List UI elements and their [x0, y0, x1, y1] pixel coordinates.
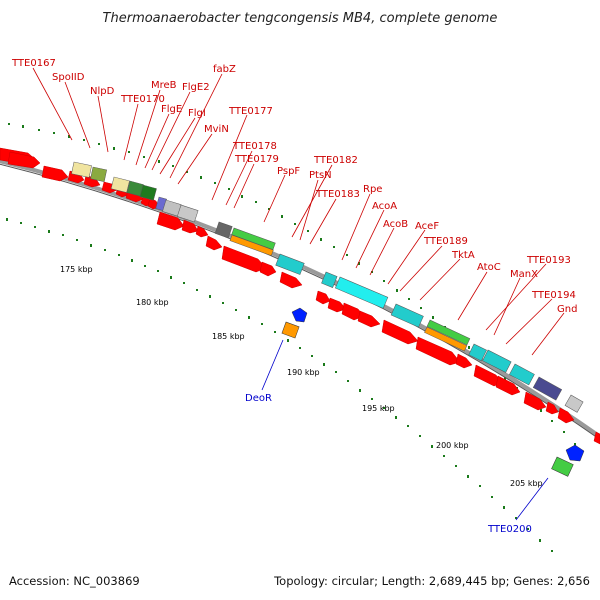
gene-label[interactable]: FlgE2: [182, 82, 210, 93]
kbp-label: 180 kbp: [136, 298, 169, 307]
gene-label[interactable]: NlpD: [90, 86, 115, 97]
gene-arrow[interactable]: [495, 375, 521, 396]
gene-arrow[interactable]: [381, 319, 419, 345]
gene-box[interactable]: [71, 161, 92, 178]
kbp-label: 175 kbp: [60, 265, 93, 274]
gene-arrow[interactable]: [557, 407, 575, 424]
gene-box[interactable]: [229, 234, 274, 257]
genome-backbone: [0, 159, 600, 441]
blue-gene[interactable]: [565, 444, 585, 462]
kbp-label: 195 kbp: [362, 404, 395, 413]
gene-box[interactable]: [214, 221, 233, 239]
gene-box[interactable]: [176, 204, 199, 223]
gene-box[interactable]: [564, 394, 584, 413]
gene-label-deor[interactable]: DeoR: [245, 393, 272, 404]
gene-box[interactable]: [468, 343, 487, 362]
leader-lines-blue: [261, 339, 549, 521]
gene-label[interactable]: SpoIID: [52, 72, 85, 83]
gene-arrow[interactable]: [7, 151, 41, 169]
tte0200-gene[interactable]: [551, 456, 574, 477]
gene-arrow[interactable]: [205, 235, 223, 251]
gene-box[interactable]: [275, 253, 305, 275]
kbp-label: 205 kbp: [510, 479, 543, 488]
gene-label[interactable]: PspF: [277, 166, 300, 177]
gene-arrow[interactable]: [593, 431, 600, 445]
kbp-label: 200 kbp: [436, 441, 469, 450]
gene-arrow[interactable]: [315, 290, 331, 305]
gene-arrow[interactable]: [455, 353, 473, 369]
gene-arrow[interactable]: [181, 219, 199, 234]
gene-label[interactable]: MviN: [204, 124, 229, 135]
gene-arrow[interactable]: [357, 310, 381, 328]
gene-box[interactable]: [426, 319, 471, 346]
genome-title: Thermoanaerobacter tengcongensis MB4, co…: [103, 11, 498, 26]
topology-text: Topology: circular; Length: 2,689,445 bp…: [274, 574, 590, 588]
gene-label[interactable]: Gnd: [557, 304, 577, 315]
feature-boxes: [71, 161, 584, 413]
gene-box[interactable]: [482, 349, 512, 373]
gene-label[interactable]: TTE0182: [313, 155, 358, 166]
isolated-genes: [281, 307, 585, 477]
gene-label[interactable]: PtsN: [309, 170, 332, 181]
deor-gene[interactable]: [291, 307, 308, 323]
gene-label[interactable]: MreB: [151, 80, 177, 91]
gene-label[interactable]: TTE0179: [234, 154, 279, 165]
gene-label[interactable]: TTE0170: [120, 94, 165, 105]
leader-lines: [32, 67, 565, 356]
gene-box[interactable]: [532, 376, 563, 401]
gene-label[interactable]: AcoB: [383, 219, 408, 230]
gene-box[interactable]: [424, 326, 468, 352]
gene-box[interactable]: [110, 176, 130, 193]
accession-text: Accession: NC_003869: [9, 574, 140, 588]
gene-arrow[interactable]: [259, 261, 277, 277]
gene-label[interactable]: AceF: [415, 221, 439, 232]
gene-labels-blue: DeoR TTE0200: [245, 393, 532, 535]
gene-labels: TTE0167 SpoIID NlpD TTE0170 MreB FlgE2 F…: [11, 58, 577, 315]
gene-label[interactable]: TTE0178: [232, 141, 277, 152]
gene-arrow[interactable]: [156, 211, 185, 231]
kbp-scale: 175 kbp 180 kbp 185 kbp 190 kbp 195 kbp …: [60, 265, 543, 488]
gene-label[interactable]: TTE0194: [531, 290, 576, 301]
gene-label[interactable]: Rpe: [363, 184, 382, 195]
gene-arrow[interactable]: [545, 401, 559, 415]
gene-label[interactable]: TTE0177: [228, 106, 273, 117]
gene-label[interactable]: ManX: [510, 269, 538, 280]
gene-arrow[interactable]: [415, 336, 461, 366]
gene-label[interactable]: FlgE: [161, 104, 182, 115]
gene-label[interactable]: AtoC: [477, 262, 501, 273]
gene-label[interactable]: TTE0183: [315, 189, 360, 200]
orange-gene-box[interactable]: [281, 321, 300, 339]
gene-label[interactable]: TktA: [451, 250, 475, 261]
gene-box[interactable]: [90, 166, 107, 182]
gene-arrow[interactable]: [101, 181, 118, 194]
gene-label[interactable]: TTE0167: [11, 58, 56, 69]
gene-box[interactable]: [231, 227, 276, 250]
gene-arrow[interactable]: [327, 297, 347, 313]
gene-label[interactable]: FlgI: [188, 108, 206, 119]
kbp-label: 185 kbp: [212, 332, 245, 341]
gene-box[interactable]: [334, 276, 389, 309]
gene-label[interactable]: TTE0189: [423, 236, 468, 247]
gene-box[interactable]: [321, 271, 338, 288]
gene-box[interactable]: [390, 303, 424, 328]
gene-label[interactable]: AcoA: [372, 201, 397, 212]
inner-tick-track: [6, 218, 553, 552]
gene-label-tte0200[interactable]: TTE0200: [487, 524, 532, 535]
gene-arrow[interactable]: [195, 225, 209, 238]
gene-label[interactable]: fabZ: [213, 64, 236, 75]
gene-arrow[interactable]: [41, 165, 69, 182]
gene-arrow[interactable]: [279, 271, 303, 289]
forward-strand-genes: [0, 147, 600, 445]
gene-box[interactable]: [139, 184, 157, 201]
gene-box[interactable]: [509, 363, 535, 386]
kbp-label: 190 kbp: [287, 368, 320, 377]
gene-label[interactable]: TTE0193: [526, 255, 571, 266]
gene-arrow[interactable]: [523, 391, 547, 411]
